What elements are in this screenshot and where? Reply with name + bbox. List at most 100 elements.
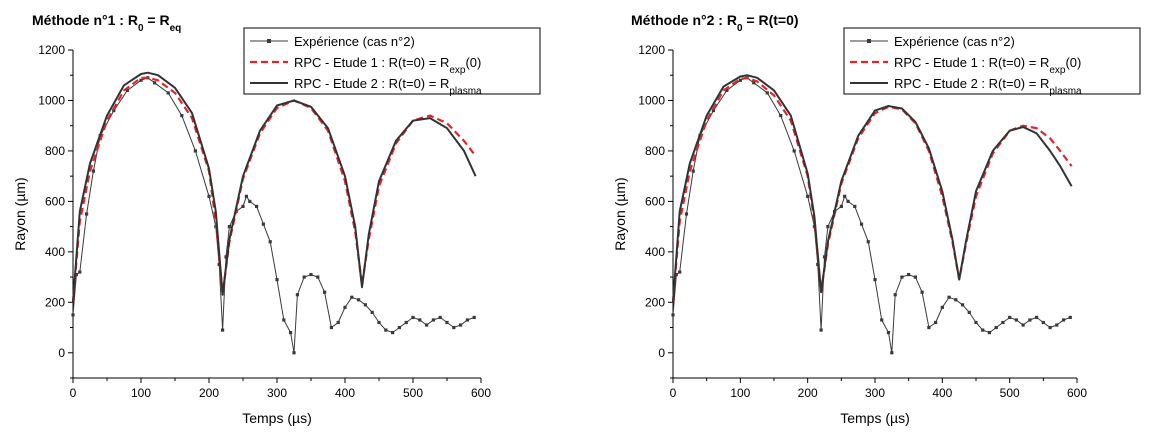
- chart-title-text-mid: = R(t=0): [743, 12, 799, 28]
- legend-entry-text: RPC - Etude 2 : R(t=0) = R: [894, 76, 1049, 91]
- x-tick-label: 600: [471, 386, 491, 400]
- series-experience-point: [826, 225, 830, 229]
- series-experience-point: [275, 278, 279, 282]
- series-experience-point: [934, 320, 938, 325]
- y-tick-label: 0: [658, 346, 665, 360]
- series-experience-point: [166, 91, 170, 95]
- chart-title: Méthode n°1 : R0 = Req: [32, 12, 181, 34]
- series-experience-point: [907, 272, 911, 277]
- x-tick-label: 300: [267, 386, 287, 400]
- series-experience-point: [377, 320, 381, 325]
- legend-entry-text: Expérience (cas n°2): [894, 34, 1015, 49]
- legend-entry-label: RPC - Etude 1 : R(t=0) = Rexp(0): [294, 55, 481, 76]
- chart-title-text: Méthode n°2 : R: [631, 12, 737, 28]
- series-experience-point: [839, 204, 843, 209]
- series-experience-point: [391, 330, 395, 335]
- series-experience-point: [309, 272, 313, 277]
- series-experience-point: [404, 320, 408, 325]
- series-experience-point: [1035, 315, 1039, 320]
- series-experience-point: [370, 310, 374, 314]
- series-experience-point: [316, 275, 320, 279]
- legend-box: [243, 27, 541, 95]
- series-experience-point: [1008, 315, 1012, 320]
- series-experience-point: [459, 323, 463, 327]
- series-experience-point: [940, 305, 944, 309]
- series-experience-point: [974, 320, 978, 325]
- series-rpc-etude2-line: [672, 74, 1073, 303]
- y-tick-label: 1200: [38, 43, 65, 57]
- x-tick-label: 200: [199, 386, 219, 400]
- legend-entry-text: RPC - Etude 1 : R(t=0) = R: [894, 55, 1049, 70]
- series-experience-point: [227, 225, 231, 229]
- series-experience-point: [913, 275, 917, 279]
- legend-entry-text: RPC - Etude 1 : R(t=0) = R: [294, 55, 449, 70]
- x-tick-label: 100: [730, 386, 750, 400]
- series-experience-line: [672, 77, 1071, 353]
- series-experience-point: [1014, 318, 1018, 322]
- series-experience-point: [363, 303, 367, 307]
- y-tick-label: 1200: [638, 43, 665, 57]
- series-experience-point: [691, 169, 695, 173]
- y-tick-label: 0: [58, 346, 65, 360]
- series-experience-point: [890, 351, 894, 355]
- series-experience-point: [91, 169, 95, 173]
- series-experience-point: [445, 320, 449, 325]
- x-tick-label: 400: [932, 386, 952, 400]
- y-axis-label: Rayon (µm): [12, 177, 28, 250]
- series-experience-point: [859, 222, 864, 226]
- series-experience-point: [853, 204, 857, 209]
- series-experience-point: [465, 318, 469, 322]
- series-experience-point: [411, 315, 415, 320]
- legend-swatch-marker: [267, 39, 271, 43]
- legend-entry-subscript: plasma: [449, 86, 482, 97]
- series-experience-point: [1055, 323, 1059, 327]
- x-tick-label: 200: [798, 386, 818, 400]
- legend-entry-label: RPC - Etude 2 : R(t=0) = Rplasma: [294, 76, 482, 97]
- y-tick-label: 600: [645, 194, 665, 208]
- series-experience-point: [873, 278, 877, 282]
- series-experience-point: [994, 325, 998, 330]
- y-tick-label: 800: [45, 144, 65, 158]
- series-experience-point: [244, 194, 248, 198]
- series-experience-point: [282, 318, 286, 322]
- series-experience-point: [343, 305, 347, 309]
- chart-title: Méthode n°2 : R0 = R(t=0): [631, 12, 799, 34]
- series-experience-point: [779, 114, 783, 118]
- legend-entry-text-post: (0): [465, 55, 481, 70]
- series-experience-point: [846, 199, 850, 203]
- chart-title-text-mid: = R: [144, 12, 170, 28]
- chart-panel-2: Méthode n°2 : R0 = R(t=0)0 100 200 300 400 50…: [612, 12, 1141, 426]
- series-experience-point: [255, 204, 259, 209]
- series-experience-point: [289, 330, 293, 335]
- legend-entry-label: RPC - Etude 1 : R(t=0) = Rexp(0): [894, 55, 1081, 76]
- series-experience-point: [350, 295, 354, 299]
- series-experience-point: [866, 240, 870, 244]
- series-experience-point: [893, 293, 897, 297]
- y-tick-label: 1000: [638, 93, 665, 107]
- series-rpc-etude1-line: [671, 76, 1073, 303]
- series-experience-point: [425, 323, 429, 327]
- legend-entry-subscript: plasma: [1049, 86, 1082, 97]
- series-experience-point: [1041, 320, 1045, 325]
- legend-box: [843, 27, 1141, 95]
- series-experience-point: [920, 290, 924, 294]
- series-experience-point: [180, 114, 184, 118]
- series-experience-point: [843, 194, 847, 198]
- series-experience-point: [671, 313, 675, 317]
- series-experience-point: [684, 212, 689, 216]
- series-experience-point: [357, 298, 361, 302]
- y-tick-label: 800: [645, 144, 665, 158]
- x-axis-label: Temps (µs): [840, 410, 910, 426]
- series-experience-point: [960, 303, 965, 307]
- series-experience-point: [822, 255, 827, 259]
- series-experience-point: [292, 351, 296, 355]
- series-experience-point: [397, 325, 401, 330]
- series-experience-point: [85, 212, 89, 216]
- series-experience-point: [765, 91, 769, 95]
- chart-title-subscript-2: eq: [170, 23, 182, 34]
- series-experience-point: [967, 310, 971, 314]
- y-tick-label: 400: [645, 245, 665, 259]
- series-experience-point: [987, 330, 992, 335]
- x-tick-label: 500: [403, 386, 423, 400]
